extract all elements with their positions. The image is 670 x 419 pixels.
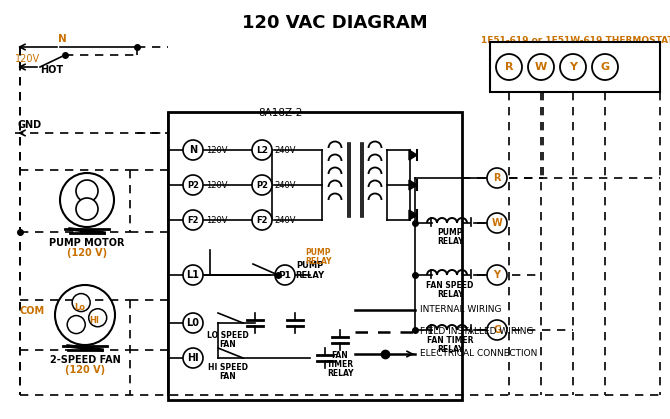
- Circle shape: [76, 198, 98, 220]
- Circle shape: [76, 180, 98, 202]
- Text: HI: HI: [187, 353, 199, 363]
- Circle shape: [183, 265, 203, 285]
- Text: PUMP: PUMP: [296, 261, 324, 270]
- Text: Y: Y: [569, 62, 577, 72]
- Circle shape: [67, 316, 85, 334]
- Text: RELAY: RELAY: [305, 257, 332, 266]
- Text: L2: L2: [256, 145, 268, 155]
- Text: TIMER: TIMER: [326, 360, 354, 369]
- Text: L1: L1: [186, 270, 200, 280]
- Text: 120V: 120V: [206, 145, 228, 155]
- Circle shape: [496, 54, 522, 80]
- Circle shape: [252, 210, 272, 230]
- Text: N: N: [58, 34, 66, 44]
- Text: RELAY: RELAY: [437, 237, 463, 246]
- Text: Lo: Lo: [74, 303, 86, 312]
- Circle shape: [487, 213, 507, 233]
- Text: HI: HI: [89, 316, 99, 325]
- Circle shape: [183, 348, 203, 368]
- Text: Y: Y: [494, 270, 500, 280]
- Text: RELAY: RELAY: [327, 369, 353, 378]
- Circle shape: [72, 294, 90, 312]
- Circle shape: [487, 320, 507, 340]
- Text: FAN: FAN: [332, 351, 348, 360]
- Text: 120V: 120V: [206, 181, 228, 189]
- Text: COM: COM: [20, 306, 45, 316]
- Text: R: R: [493, 173, 500, 183]
- Circle shape: [183, 140, 203, 160]
- Text: 120V: 120V: [15, 54, 40, 64]
- Circle shape: [252, 175, 272, 195]
- Text: P2: P2: [256, 181, 268, 189]
- Text: HOT: HOT: [40, 65, 64, 75]
- Text: (120 V): (120 V): [65, 365, 105, 375]
- Text: L0: L0: [186, 318, 200, 328]
- Circle shape: [487, 168, 507, 188]
- Text: 120 VAC DIAGRAM: 120 VAC DIAGRAM: [242, 14, 428, 32]
- Circle shape: [560, 54, 586, 80]
- Text: 8A18Z-2: 8A18Z-2: [258, 108, 302, 118]
- Text: W: W: [535, 62, 547, 72]
- Text: 1F51-619 or 1F51W-619 THERMOSTAT: 1F51-619 or 1F51W-619 THERMOSTAT: [480, 36, 670, 45]
- Text: 240V: 240V: [274, 215, 295, 225]
- Text: PUMP MOTOR: PUMP MOTOR: [50, 238, 125, 248]
- Text: 120V: 120V: [206, 215, 228, 225]
- Circle shape: [487, 265, 507, 285]
- Text: FAN: FAN: [220, 372, 237, 381]
- Text: P1: P1: [279, 271, 291, 279]
- Text: LO SPEED: LO SPEED: [207, 331, 249, 340]
- Circle shape: [55, 285, 115, 345]
- Polygon shape: [409, 150, 417, 160]
- Text: FIELD INSTALLED WIRING: FIELD INSTALLED WIRING: [420, 328, 533, 336]
- Text: FAN: FAN: [220, 340, 237, 349]
- Text: F2: F2: [256, 215, 268, 225]
- Circle shape: [528, 54, 554, 80]
- Text: INTERNAL WIRING: INTERNAL WIRING: [420, 305, 502, 315]
- Text: RELAY: RELAY: [437, 290, 463, 299]
- Circle shape: [60, 173, 114, 227]
- Circle shape: [592, 54, 618, 80]
- Text: RELAY: RELAY: [295, 271, 324, 280]
- Text: (120 V): (120 V): [67, 248, 107, 258]
- Text: G: G: [493, 325, 501, 335]
- Text: HI SPEED: HI SPEED: [208, 363, 248, 372]
- Circle shape: [183, 210, 203, 230]
- Text: G: G: [600, 62, 610, 72]
- Text: R: R: [505, 62, 513, 72]
- Circle shape: [252, 140, 272, 160]
- Text: 240V: 240V: [274, 181, 295, 189]
- Text: ELECTRICAL CONNECTION: ELECTRICAL CONNECTION: [420, 349, 537, 359]
- Polygon shape: [409, 210, 417, 220]
- Text: FAN SPEED: FAN SPEED: [426, 281, 474, 290]
- Text: W: W: [492, 218, 502, 228]
- Text: RELAY: RELAY: [437, 345, 463, 354]
- Text: P2: P2: [187, 181, 199, 189]
- Text: 2-SPEED FAN: 2-SPEED FAN: [50, 355, 121, 365]
- Text: PUMP: PUMP: [438, 228, 463, 237]
- Text: GND: GND: [17, 120, 41, 130]
- Circle shape: [183, 175, 203, 195]
- Text: F2: F2: [187, 215, 199, 225]
- Text: PUMP: PUMP: [305, 248, 330, 257]
- Circle shape: [183, 313, 203, 333]
- Text: FAN TIMER: FAN TIMER: [427, 336, 473, 345]
- Polygon shape: [409, 180, 417, 190]
- Circle shape: [88, 309, 107, 327]
- Circle shape: [275, 265, 295, 285]
- Bar: [168, 112, 462, 400]
- Bar: [490, 42, 660, 92]
- Text: 240V: 240V: [274, 145, 295, 155]
- Text: N: N: [189, 145, 197, 155]
